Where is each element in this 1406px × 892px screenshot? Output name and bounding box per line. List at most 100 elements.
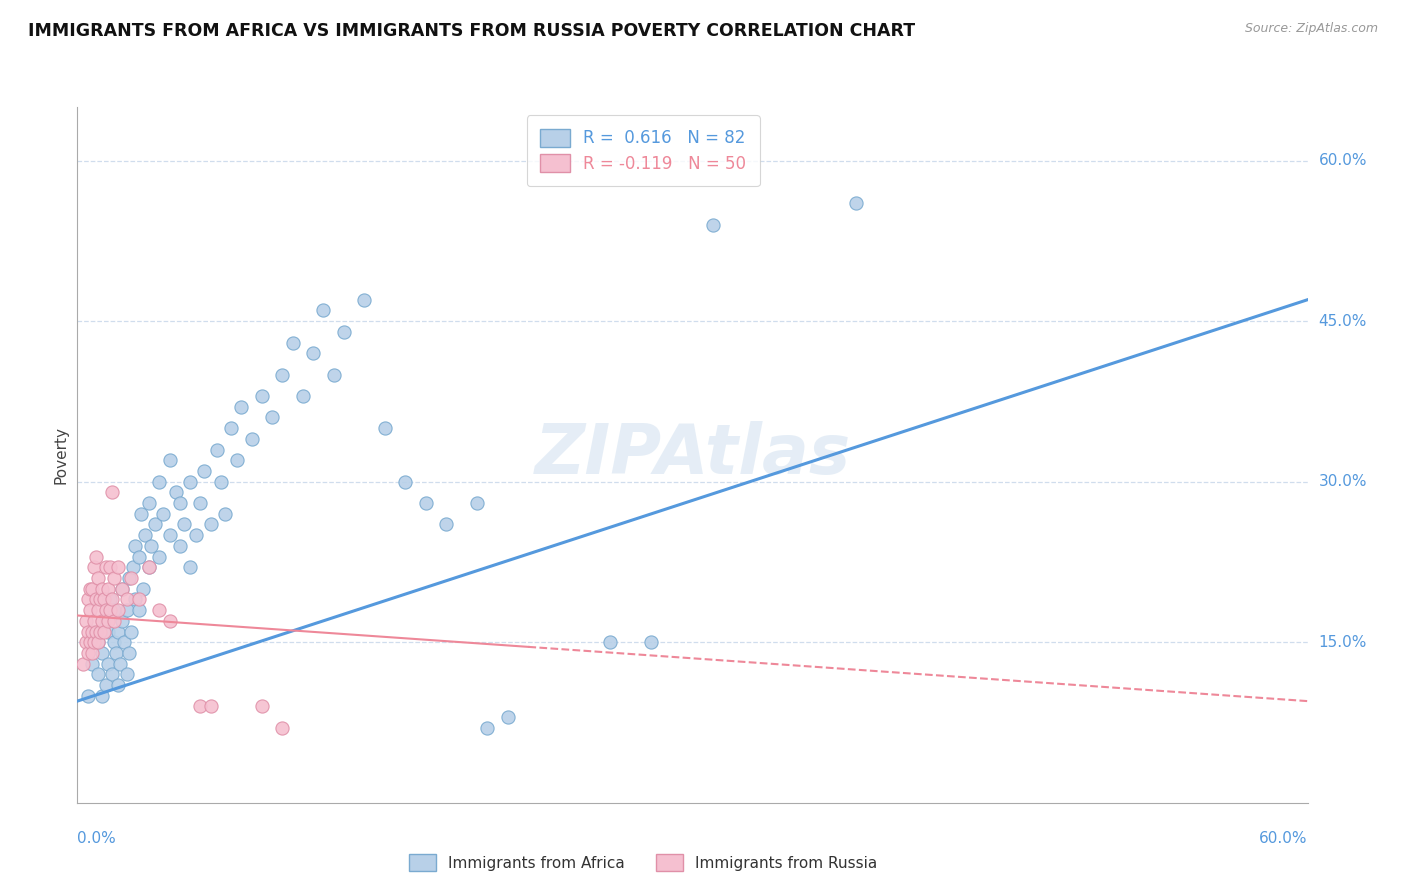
- Point: [132, 582, 155, 596]
- Point: [148, 475, 170, 489]
- Point: [111, 582, 134, 596]
- Point: [226, 453, 249, 467]
- Point: [115, 603, 138, 617]
- Point: [186, 528, 208, 542]
- Point: [250, 389, 273, 403]
- Text: ZIPAtlas: ZIPAtlas: [534, 421, 851, 489]
- Text: Source: ZipAtlas.com: Source: ZipAtlas.com: [1244, 22, 1378, 36]
- Point: [312, 303, 335, 318]
- Point: [105, 646, 128, 660]
- Text: 30.0%: 30.0%: [1319, 475, 1367, 489]
- Point: [193, 464, 215, 478]
- Point: [159, 614, 181, 628]
- Point: [281, 335, 304, 350]
- Point: [117, 571, 139, 585]
- Point: [134, 528, 156, 542]
- Point: [200, 517, 222, 532]
- Point: [97, 582, 120, 596]
- Text: IMMIGRANTS FROM AFRICA VS IMMIGRANTS FROM RUSSIA POVERTY CORRELATION CHART: IMMIGRANTS FROM AFRICA VS IMMIGRANTS FRO…: [28, 22, 915, 40]
- Point: [271, 721, 294, 735]
- Point: [79, 603, 101, 617]
- Point: [76, 592, 98, 607]
- Point: [87, 603, 110, 617]
- Text: 0.0%: 0.0%: [77, 831, 117, 846]
- Point: [83, 624, 105, 639]
- Point: [173, 517, 195, 532]
- Point: [103, 571, 125, 585]
- Point: [599, 635, 621, 649]
- Point: [231, 400, 253, 414]
- Point: [702, 218, 724, 232]
- Point: [496, 710, 519, 724]
- Point: [333, 325, 356, 339]
- Point: [76, 646, 98, 660]
- Point: [103, 635, 125, 649]
- Point: [89, 624, 111, 639]
- Point: [76, 624, 98, 639]
- Point: [179, 560, 201, 574]
- Point: [93, 624, 115, 639]
- Point: [87, 667, 110, 681]
- Point: [84, 549, 107, 564]
- Point: [93, 614, 115, 628]
- Point: [87, 635, 110, 649]
- Point: [101, 667, 124, 681]
- Point: [98, 592, 121, 607]
- Point: [75, 635, 97, 649]
- Point: [128, 592, 150, 607]
- Point: [143, 517, 166, 532]
- Point: [107, 603, 129, 617]
- Point: [79, 635, 101, 649]
- Point: [124, 592, 146, 607]
- Point: [110, 657, 132, 671]
- Point: [83, 560, 105, 574]
- Point: [117, 646, 139, 660]
- Point: [76, 689, 98, 703]
- Point: [200, 699, 222, 714]
- Point: [124, 539, 146, 553]
- Point: [271, 368, 294, 382]
- Point: [148, 549, 170, 564]
- Point: [103, 614, 125, 628]
- Point: [169, 539, 191, 553]
- Point: [353, 293, 375, 307]
- Point: [209, 475, 232, 489]
- Point: [219, 421, 242, 435]
- Point: [138, 560, 160, 574]
- Point: [374, 421, 396, 435]
- Point: [152, 507, 174, 521]
- Point: [477, 721, 499, 735]
- Point: [302, 346, 325, 360]
- Point: [169, 496, 191, 510]
- Point: [94, 678, 117, 692]
- Point: [115, 667, 138, 681]
- Point: [159, 453, 181, 467]
- Point: [90, 646, 114, 660]
- Point: [97, 657, 120, 671]
- Point: [120, 624, 142, 639]
- Point: [94, 603, 117, 617]
- Point: [79, 582, 101, 596]
- Point: [640, 635, 662, 649]
- Point: [90, 689, 114, 703]
- Point: [129, 507, 152, 521]
- Text: 60.0%: 60.0%: [1319, 153, 1367, 168]
- Point: [394, 475, 416, 489]
- Point: [107, 624, 129, 639]
- Point: [90, 582, 114, 596]
- Point: [845, 196, 868, 211]
- Point: [80, 624, 103, 639]
- Point: [103, 603, 125, 617]
- Point: [120, 571, 142, 585]
- Point: [148, 603, 170, 617]
- Point: [240, 432, 263, 446]
- Point: [214, 507, 236, 521]
- Point: [188, 496, 212, 510]
- Point: [415, 496, 437, 510]
- Point: [114, 635, 136, 649]
- Point: [101, 592, 124, 607]
- Point: [75, 614, 97, 628]
- Point: [188, 699, 212, 714]
- Point: [83, 614, 105, 628]
- Point: [128, 549, 150, 564]
